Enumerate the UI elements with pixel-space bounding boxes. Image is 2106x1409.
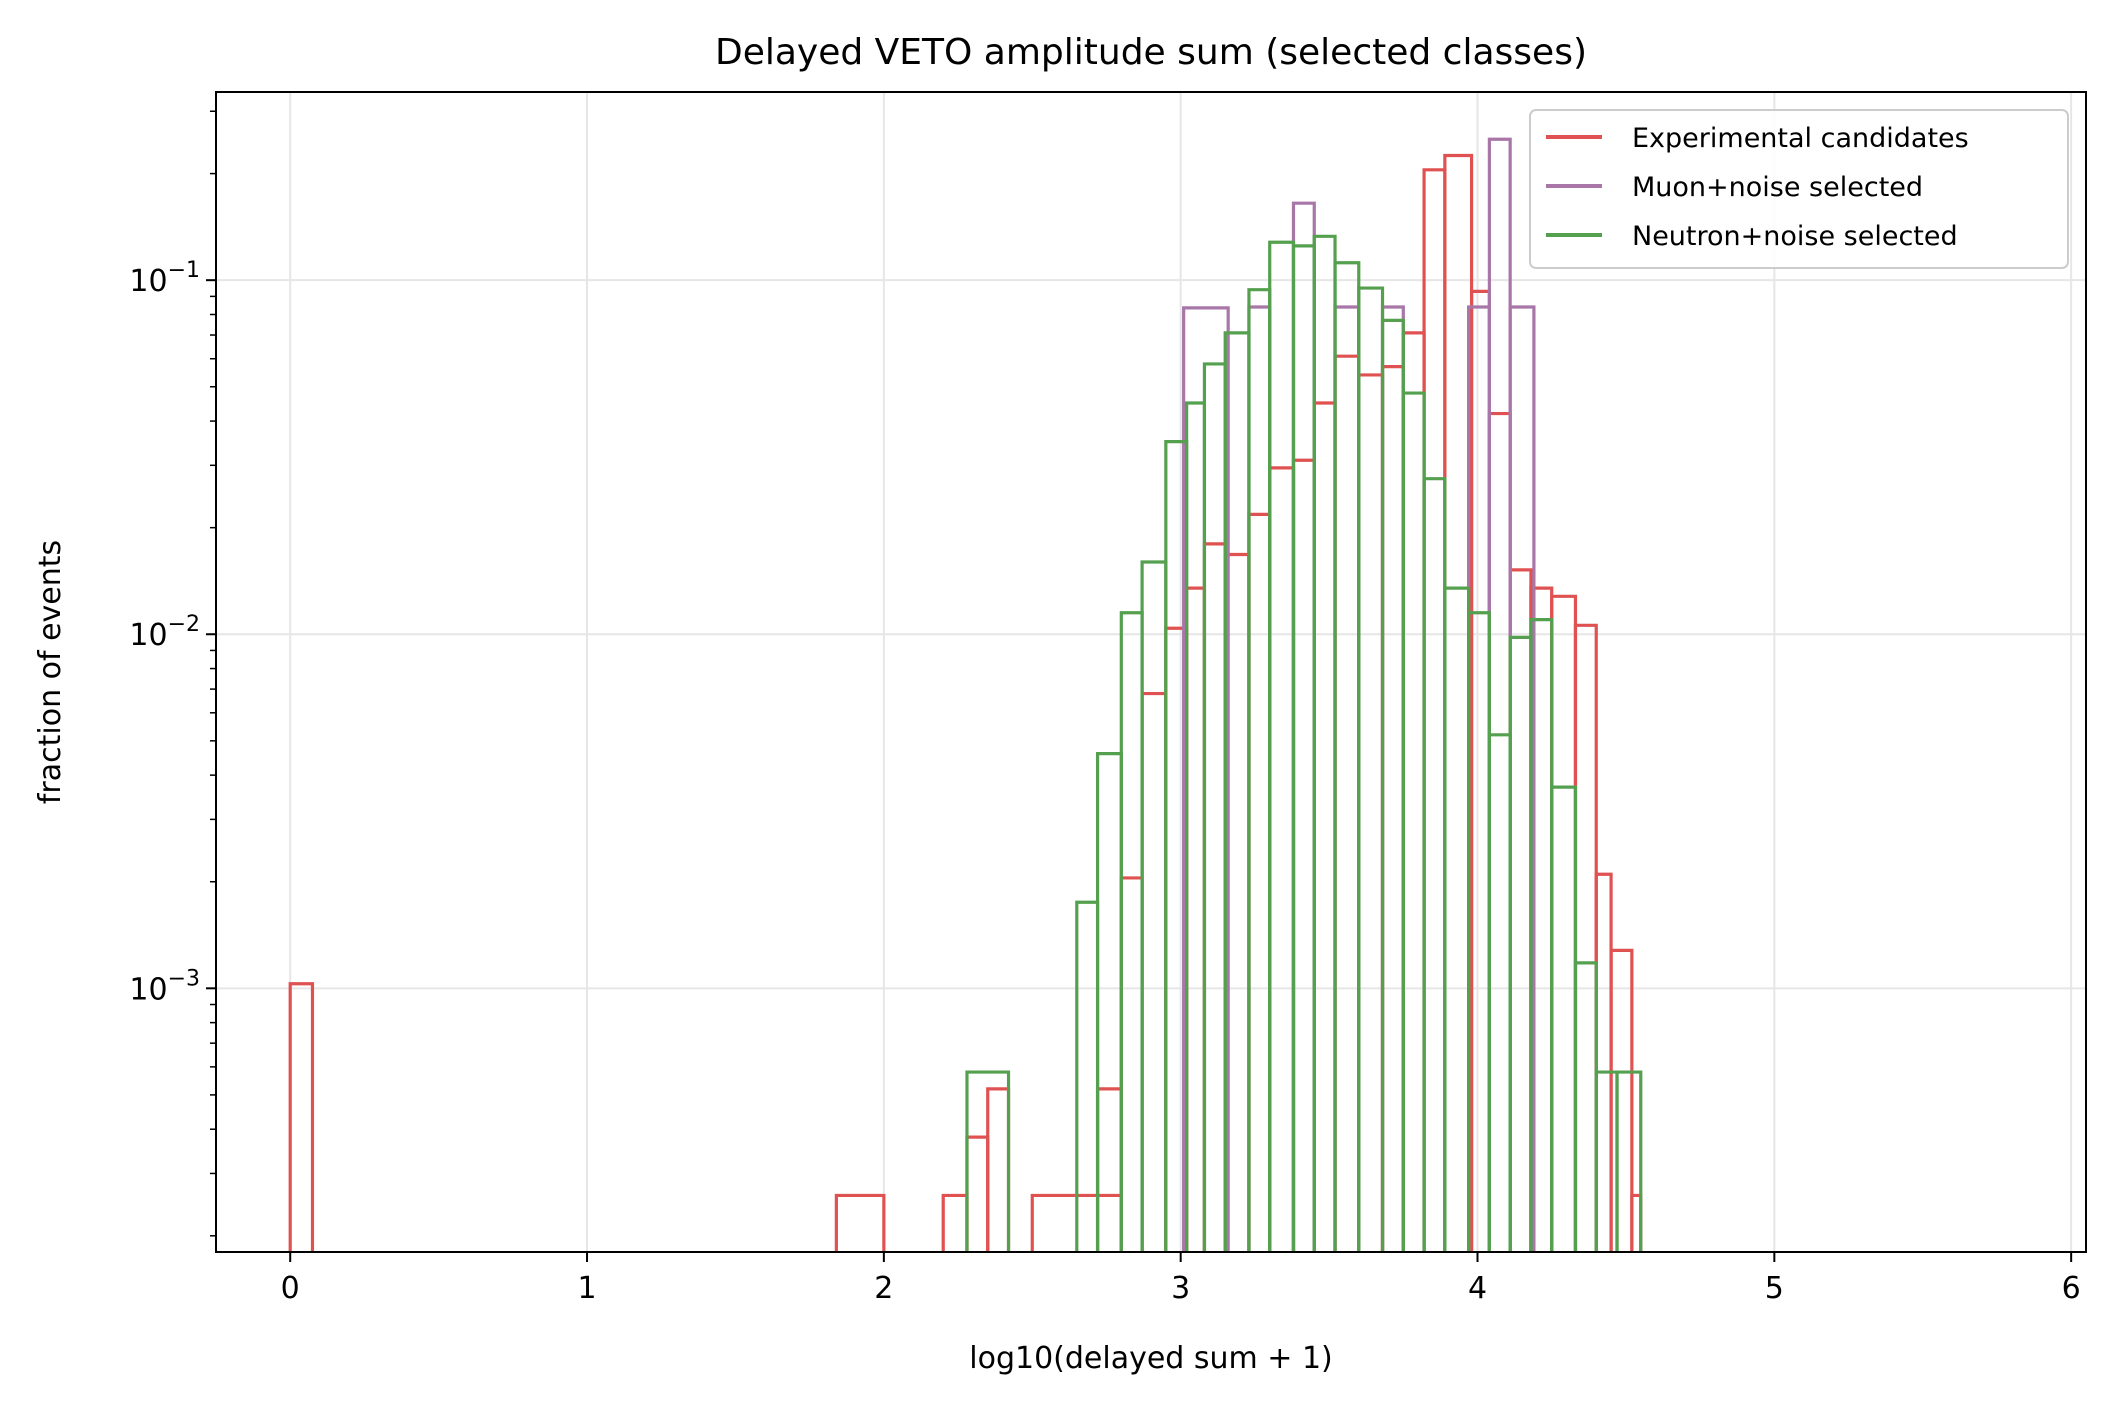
histogram-bin (1119, 611, 1144, 1252)
y-tick-label: 10−2 (129, 612, 200, 653)
histogram-bin (1095, 1087, 1123, 1252)
histogram-bin (1380, 305, 1405, 1252)
histogram-bin (1202, 362, 1227, 1252)
histogram-bin (1140, 560, 1168, 1252)
histogram-bin (1550, 594, 1578, 1252)
histogram-bin (1291, 201, 1316, 1252)
histogram-bin (1609, 948, 1634, 1252)
histogram-bin (1268, 240, 1296, 1252)
histogram-bin (1508, 635, 1533, 1252)
plot-frame (215, 91, 2087, 1253)
histogram-bin (1594, 872, 1613, 1252)
histogram-bin (1401, 331, 1426, 1252)
legend-label: Neutron+noise selected (1632, 221, 1958, 252)
histogram-bin (1401, 391, 1426, 1252)
legend-label: Experimental candidates (1632, 123, 1969, 154)
histogram-bin (965, 1070, 1011, 1252)
x-axis-label: log10(delayed sum + 1) (969, 1341, 1333, 1376)
histogram-bin (1291, 458, 1316, 1252)
series-2 (965, 234, 1643, 1252)
histogram-bin (1550, 785, 1578, 1252)
x-tick-label: 6 (2062, 1271, 2081, 1306)
histogram-bin (1333, 354, 1361, 1252)
histogram-bin (1487, 411, 1512, 1252)
x-tick-label: 4 (1468, 1271, 1487, 1306)
histogram-bin (1119, 876, 1144, 1252)
histogram-bin (1357, 286, 1385, 1252)
histogram-bin (1573, 961, 1598, 1252)
histogram-bin (1443, 586, 1471, 1252)
histogram-bin (986, 1087, 1011, 1252)
histogram-bin (1380, 365, 1405, 1252)
histogram-bin (1333, 261, 1361, 1252)
grid (216, 92, 2086, 1252)
x-tick-label: 5 (1765, 1271, 1784, 1306)
histogram-bin (1380, 318, 1405, 1252)
chart-title: Delayed VETO amplitude sum (selected cla… (715, 32, 1587, 73)
histogram-bin (1185, 401, 1207, 1252)
histogram-bin (1202, 542, 1227, 1252)
histogram-bin (1487, 733, 1512, 1252)
histogram-bin (1095, 752, 1123, 1252)
histogram-bin (1333, 305, 1361, 1252)
histogram-bin (1247, 288, 1272, 1252)
histogram-bin (1268, 466, 1296, 1252)
histogram-bin (1469, 289, 1491, 1252)
histogram-bin (1615, 1070, 1643, 1252)
x-tick-label: 0 (281, 1271, 300, 1306)
histogram-bin (1247, 512, 1272, 1252)
histogram-bin (1487, 137, 1512, 1252)
histogram-bin (965, 1135, 990, 1252)
histogram-bin (1422, 168, 1447, 1252)
histogram-bin (1312, 401, 1337, 1252)
histogram-bin (1312, 234, 1337, 1252)
y-axis-label: fraction of events (33, 540, 68, 804)
legend: Experimental candidates Muon+noise select… (1529, 109, 2069, 269)
histogram-bin (941, 1193, 969, 1252)
histogram-bin (1508, 568, 1533, 1252)
histogram-bin (1185, 586, 1207, 1252)
series-layer (288, 137, 1643, 1252)
histogram-bin (1594, 1070, 1619, 1252)
x-tick-label: 1 (577, 1271, 596, 1306)
histogram-bin (1573, 623, 1598, 1252)
legend-label: Muon+noise selected (1632, 172, 1923, 203)
histogram-bin (1422, 477, 1447, 1252)
histogram-bin (1247, 305, 1272, 1252)
legend-box (1529, 109, 2069, 269)
histogram-bin (1075, 900, 1100, 1252)
y-tick-label: 10−1 (129, 258, 200, 299)
histogram-bin (1357, 373, 1385, 1252)
x-tick-label: 2 (874, 1271, 893, 1306)
histogram-bin (1291, 244, 1316, 1252)
x-tick-label: 3 (1171, 1271, 1190, 1306)
axis-ticks: 0 1 2 3 4 5 6 10−1 10−2 10−3 (129, 110, 2081, 1306)
histogram-bin (1182, 306, 1230, 1252)
histogram-bin (288, 982, 315, 1252)
histogram-bin (1140, 691, 1168, 1252)
histogram-bin (834, 1193, 886, 1252)
y-tick-label: 10−3 (129, 966, 200, 1007)
